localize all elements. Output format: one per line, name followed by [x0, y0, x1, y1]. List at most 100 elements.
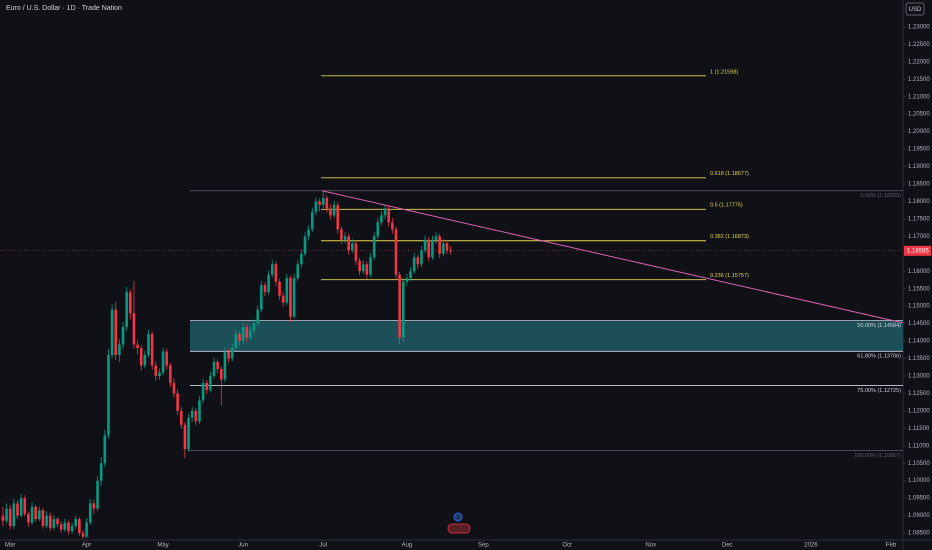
x-tick-label: Apr — [82, 543, 91, 549]
fib-extension-label: 0.618 (1.18677) — [710, 171, 749, 177]
candle-body — [340, 229, 343, 240]
candle-body — [121, 327, 125, 345]
candle-body — [38, 510, 41, 520]
y-tick-label: 1.18500 — [908, 182, 930, 188]
y-tick-label: 1.13000 — [908, 374, 930, 380]
candle-body — [147, 334, 150, 355]
fib-retracement-label: 61.80% (1.13706) — [857, 354, 901, 360]
candle-body — [176, 393, 179, 411]
candle-body — [110, 309, 114, 355]
candle-body — [45, 515, 48, 527]
candle-body — [307, 229, 310, 237]
candle-body — [336, 204, 340, 230]
candle-body — [165, 351, 168, 366]
x-tick-label: Dec — [722, 543, 733, 549]
candle-body — [81, 533, 85, 537]
candle-body — [41, 510, 45, 527]
candle-body — [216, 361, 219, 369]
candle-body — [1, 515, 5, 521]
candle-body — [420, 250, 423, 265]
candle-body — [296, 264, 300, 279]
candle-body — [358, 260, 361, 272]
y-tick-label: 1.20500 — [908, 112, 930, 118]
last-price-label: 1.16585 — [907, 248, 929, 254]
y-tick-label: 1.23000 — [908, 24, 930, 30]
candle-body — [376, 222, 380, 237]
x-tick-label: Mar — [5, 543, 15, 549]
y-tick-label: 1.19500 — [908, 147, 930, 153]
candle-body — [405, 278, 409, 282]
candle-body — [198, 400, 201, 422]
fib-retracement-label: 50.00% (1.14584) — [857, 323, 901, 329]
event-icon[interactable] — [453, 512, 463, 522]
currency: USD — [909, 7, 922, 13]
candle-body — [194, 410, 198, 422]
candle-body — [103, 435, 107, 464]
candle-body — [227, 351, 230, 359]
candle-body — [241, 327, 245, 342]
candle-body — [361, 264, 365, 272]
candle-body — [329, 208, 332, 216]
y-tick-label: 1.18000 — [908, 199, 930, 205]
candle-body — [380, 215, 383, 223]
candle-body — [387, 208, 391, 223]
trendline — [321, 190, 904, 324]
candle-body — [205, 382, 209, 390]
candle-body — [267, 274, 270, 293]
candle-body — [212, 361, 216, 376]
candle-body — [209, 375, 212, 390]
candle-body — [132, 313, 136, 345]
candle-body — [431, 239, 434, 258]
candle-body — [27, 513, 30, 523]
candle-body — [34, 506, 37, 520]
x-tick-label: Nov — [645, 543, 656, 549]
candle-body — [325, 197, 329, 209]
candle-body — [249, 330, 252, 338]
candle-body — [260, 285, 263, 310]
y-tick-label: 1.20000 — [908, 129, 930, 135]
candle-body — [365, 264, 369, 275]
currency-box[interactable] — [905, 2, 925, 16]
candle-body — [347, 236, 350, 251]
candle-body — [48, 515, 52, 528]
candle-body — [154, 365, 158, 376]
candle-body — [409, 271, 412, 279]
candle-body — [270, 264, 274, 275]
candle-body — [292, 278, 296, 317]
candle-body — [289, 278, 292, 317]
candle-body — [394, 229, 398, 275]
candle-body — [67, 522, 70, 532]
y-tick-label: 1.09500 — [908, 496, 930, 502]
candle-body — [99, 463, 103, 481]
candle-body — [78, 519, 81, 534]
candle-body — [354, 243, 358, 261]
candle-body — [169, 365, 172, 383]
fib-zone — [190, 320, 903, 352]
candle-body — [300, 253, 303, 265]
candle-body — [351, 243, 354, 251]
candle-body — [438, 236, 441, 254]
candle-body — [63, 522, 67, 530]
candle-body — [158, 372, 161, 376]
candle-body — [128, 292, 132, 314]
candle-body — [412, 257, 416, 272]
x-tick-label: Aug — [402, 543, 413, 549]
candle-body — [201, 382, 205, 401]
candle-body — [74, 519, 78, 527]
x-tick-label: Sep — [478, 543, 489, 549]
candle-body — [442, 243, 445, 254]
candle-body — [369, 257, 372, 275]
candle-body — [70, 526, 74, 532]
y-tick-label: 1.10500 — [908, 461, 930, 467]
candle-body — [281, 295, 285, 303]
candle-body — [278, 281, 281, 296]
y-tick-label: 1.09000 — [908, 513, 930, 519]
fib-retracement-label: 75.00% (1.12725) — [857, 388, 901, 394]
candle-body — [56, 519, 59, 525]
event-badge[interactable] — [447, 523, 471, 534]
candle-body — [5, 508, 8, 521]
y-tick-label: 1.22000 — [908, 59, 930, 65]
